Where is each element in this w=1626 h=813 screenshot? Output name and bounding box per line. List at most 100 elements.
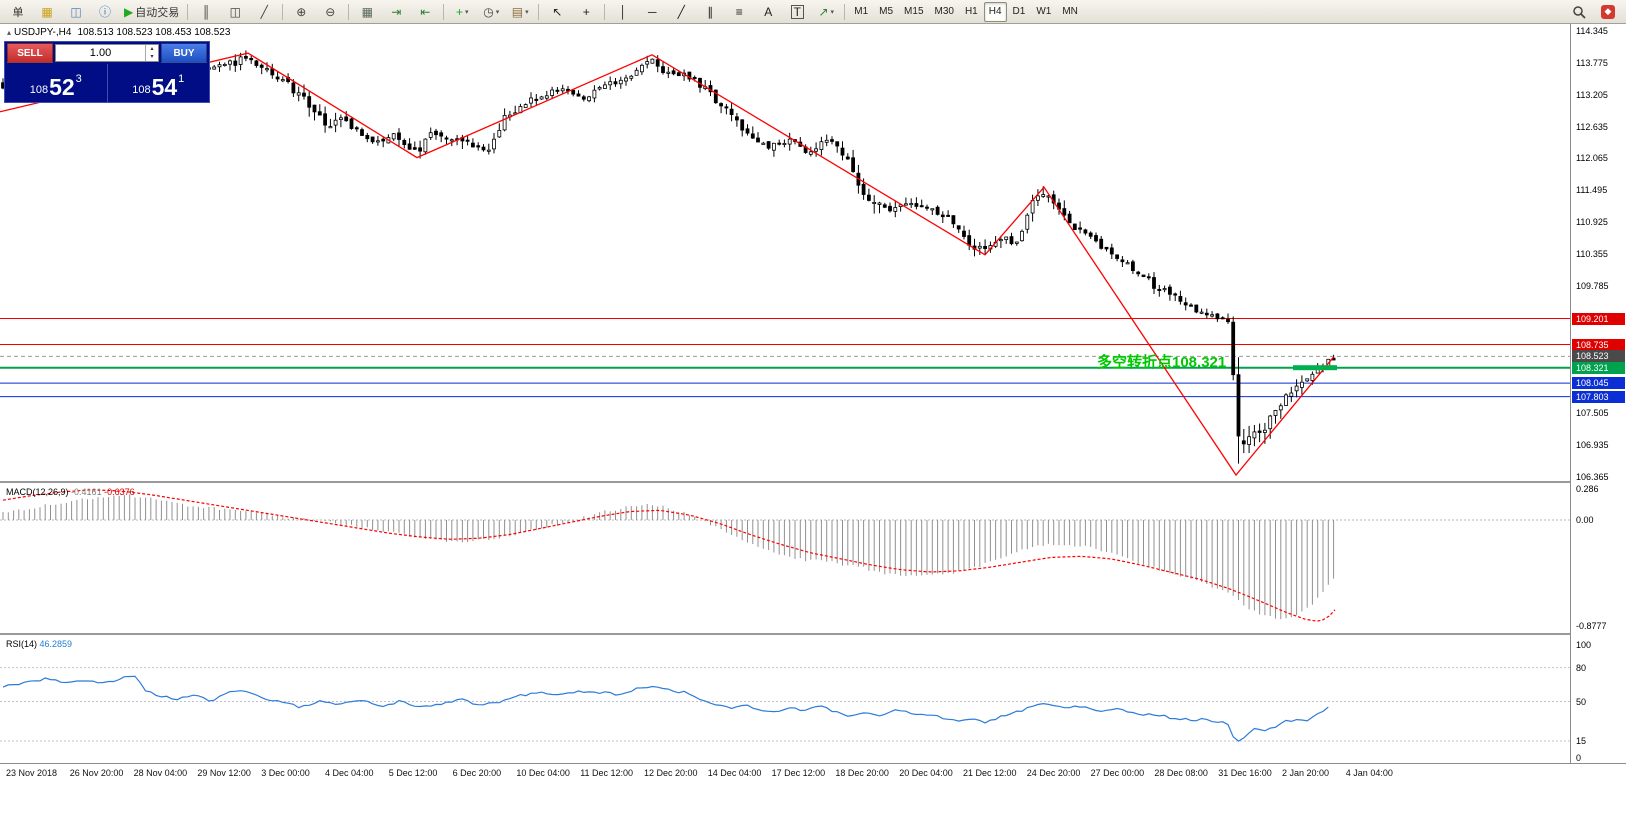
chevron-down-icon[interactable]: ▾ [464, 8, 469, 16]
price-chart-canvas[interactable] [0, 24, 1570, 481]
templates-icon[interactable]: ▤ ▾ [506, 1, 534, 23]
sell-price-prefix: 108 [29, 84, 49, 96]
lot-decrement-button[interactable]: ▾ [150, 54, 154, 60]
candlestick-chart-icon[interactable]: ◫ [221, 1, 249, 23]
time-label: 3 Dec 00:00 [261, 768, 310, 778]
periods-icon: ◷ [483, 4, 494, 19]
toolbar-separator [443, 3, 445, 20]
time-label: 31 Dec 16:00 [1218, 768, 1272, 778]
one-click-trading-panel: SELL 1.00 ▴ ▾ BUY 108 52 3 108 54 1 [4, 41, 210, 103]
macd-chart-canvas[interactable] [0, 483, 1570, 633]
ohlc-values: 108.513 108.523 108.453 108.523 [77, 27, 231, 38]
time-label: 11 Dec 12:00 [580, 768, 634, 778]
new-order-text[interactable]: 单 [12, 6, 24, 19]
time-label: 29 Nov 12:00 [197, 768, 251, 778]
chevron-down-icon[interactable]: ▾ [525, 8, 529, 16]
candlestick-chart-icon: ◫ [229, 4, 241, 19]
chart-shift-icon[interactable]: ⇤ [411, 1, 439, 23]
lot-increment-button[interactable]: ▴ [150, 46, 154, 52]
price-tick: 113.775 [1576, 57, 1608, 68]
chart-title: ▴ USDJPY-,H4 108.513 108.523 108.453 108.5… [7, 27, 230, 38]
fibonacci-icon: ≡ [735, 4, 743, 19]
sell-price: 108 52 3 [5, 64, 107, 102]
time-label: 27 Dec 00:00 [1090, 768, 1145, 778]
panel-splitter-rsi[interactable] [0, 633, 1626, 635]
rsi-value: 46.2859 [39, 639, 73, 649]
zoom-in-icon[interactable]: ⊕ [287, 1, 315, 23]
shapes-icon[interactable]: ↗ ▾ [812, 1, 840, 23]
macd-tick: 0.286 [1576, 484, 1599, 494]
market-watch-icon[interactable]: ⓘ [91, 1, 119, 23]
chevron-down-icon[interactable]: ▾ [495, 8, 500, 16]
profiles-icon[interactable]: ◫ [62, 1, 90, 23]
label-icon[interactable]: T [783, 1, 811, 23]
channel-icon: ∥ [707, 4, 714, 19]
macd-tick: -0.8777 [1576, 621, 1607, 632]
timeframe-h1-button[interactable]: H1 [964, 6, 978, 17]
time-axis[interactable]: 23 Nov 2018 26 Nov 20:00 28 Nov 04:00 29 No… [0, 763, 1626, 813]
time-label: 10 Dec 04:00 [516, 768, 570, 778]
toolbar-separator [187, 3, 189, 20]
rsi-name: RSI(14) [6, 639, 38, 649]
candles-layer [1, 50, 1336, 464]
turning-point-annotation[interactable]: 多空转折点108.321 [1097, 354, 1227, 371]
timeframe-h4-button[interactable]: H4 [983, 1, 1007, 22]
line-chart-icon[interactable]: ╱ [250, 1, 278, 23]
text-icon[interactable]: A [754, 1, 782, 23]
horizontal-line-icon: ─ [647, 4, 657, 19]
periods-icon[interactable]: ◷ ▾ [477, 1, 505, 23]
chevron-down-icon[interactable]: ▾ [830, 8, 835, 16]
time-label: 14 Dec 04:00 [707, 768, 762, 778]
turning-point-bar[interactable] [1293, 365, 1337, 371]
lot-size-field[interactable]: 1.00 ▴ ▾ [55, 44, 159, 62]
timeframe-m15-button[interactable]: M15 [904, 6, 924, 17]
sell-price-pipette: 3 [75, 73, 82, 85]
vertical-line-icon[interactable]: │ [609, 1, 637, 23]
channel-icon[interactable]: ∥ [696, 1, 724, 23]
indicators-icon[interactable]: + ▾ [448, 1, 476, 23]
zoom-in-icon: ⊕ [296, 4, 307, 19]
horizontal-line-icon[interactable]: ─ [638, 1, 666, 23]
autotrading-button[interactable]: ▶ 自动交易 [120, 1, 183, 23]
buy-button[interactable]: BUY [161, 43, 207, 63]
crosshair-icon[interactable]: + [572, 1, 600, 23]
cursor-icon[interactable]: ↖ [543, 1, 571, 23]
timeframe-d1-button[interactable]: D1 [1012, 6, 1026, 17]
toolbar-separator [844, 3, 846, 20]
price-axis[interactable]: 114.345 113.775 113.205 112.635 112.065 111.4… [1570, 24, 1626, 763]
new-chart-icon: ▦ [41, 4, 53, 19]
rsi-chart-canvas[interactable] [0, 635, 1570, 763]
toolbar: 单 ▦ ◫ ⓘ ▶ 自动交易 ║ ◫ ╱ ⊕ ⊖ ▦ ⇥ ⇤ + ▾ ◷ ▾ ▤ ▾ ↖ + │ ─ ╱ ∥ ≡ A T ↗ ▾ M1 M5 M1… [0, 0, 1626, 24]
timeframe-m1-button[interactable]: M1 [854, 6, 869, 17]
timeframe-w1-button[interactable]: W1 [1036, 6, 1052, 17]
timeframe-m30-button[interactable]: M30 [934, 6, 954, 17]
time-label: 2 Jan 20:00 [1282, 768, 1330, 778]
cursor-icon: ↖ [552, 4, 563, 19]
collapse-panel-icon[interactable]: ▴ [7, 28, 12, 37]
search-button[interactable] [1565, 1, 1593, 23]
community-button[interactable]: ◆ [1594, 1, 1622, 23]
zoom-out-icon[interactable]: ⊖ [316, 1, 344, 23]
time-label: 24 Dec 20:00 [1026, 768, 1081, 778]
price-tick: 110.355 [1576, 249, 1608, 259]
new-chart-icon[interactable]: ▦ [33, 1, 61, 23]
time-label: 4 Dec 04:00 [325, 768, 374, 778]
bar-chart-icon[interactable]: ║ [192, 1, 220, 23]
buy-price: 108 54 1 [108, 64, 210, 102]
price-tick: 107.505 [1576, 408, 1609, 419]
macd-indicator-label: MACD(12,26,9) -0.4161 -0.6376 [6, 487, 135, 497]
timeframe-m5-button[interactable]: M5 [879, 6, 894, 17]
trendline-icon[interactable]: ╱ [667, 1, 695, 23]
fibonacci-icon[interactable]: ≡ [725, 1, 753, 23]
zigzag-line [0, 52, 1335, 477]
tile-windows-icon[interactable]: ▦ [353, 1, 381, 23]
rsi-line [2, 675, 1329, 742]
panel-splitter-macd[interactable] [0, 481, 1626, 483]
price-tick: 106.365 [1576, 472, 1609, 482]
timeframe-mn-button[interactable]: MN [1062, 6, 1078, 17]
time-label: 5 Dec 12:00 [388, 768, 438, 778]
auto-scroll-icon[interactable]: ⇥ [382, 1, 410, 23]
trendline-icon: ╱ [677, 4, 685, 19]
buy-price-prefix: 108 [132, 84, 151, 96]
sell-button[interactable]: SELL [7, 43, 53, 63]
